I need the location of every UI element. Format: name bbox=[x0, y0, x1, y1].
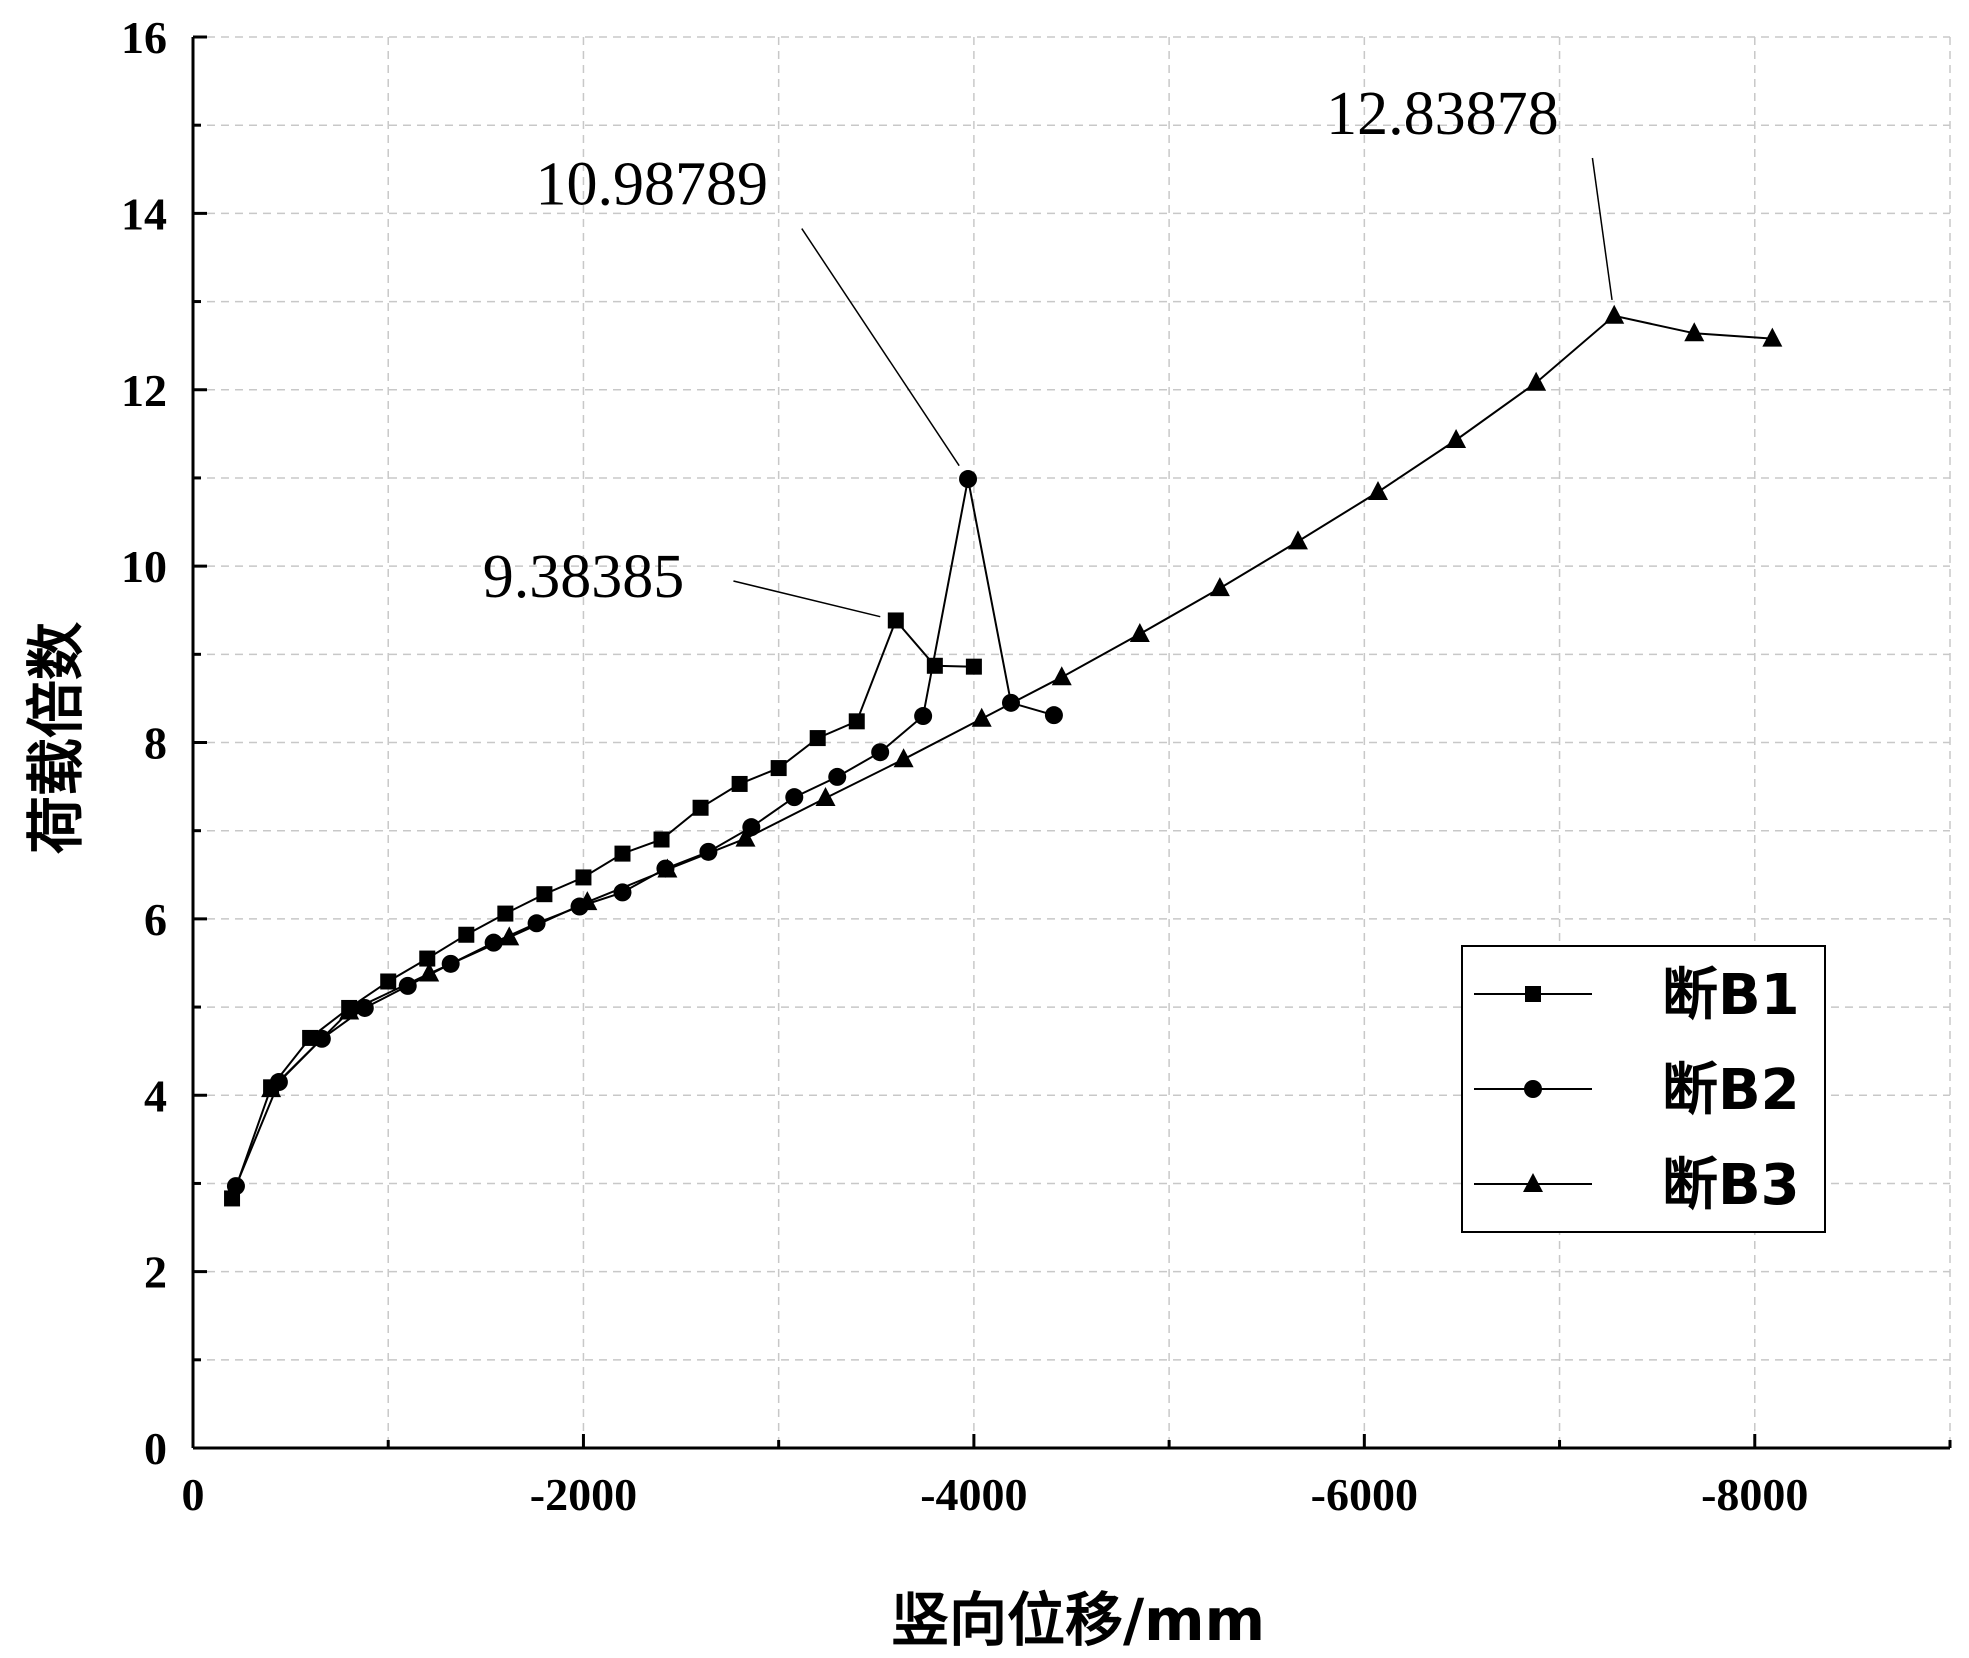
data-point bbox=[1526, 371, 1547, 391]
data-point bbox=[914, 707, 933, 726]
data-point bbox=[809, 730, 826, 747]
legend-label: 断B3 bbox=[1662, 1153, 1800, 1218]
grid bbox=[193, 36, 1951, 1448]
data-point bbox=[339, 1000, 360, 1020]
data-point bbox=[828, 767, 847, 786]
data-point bbox=[575, 869, 592, 886]
data-point bbox=[699, 842, 718, 861]
data-point bbox=[785, 788, 804, 807]
legend-item: 断B3 bbox=[1474, 1153, 1800, 1218]
y-tick-label: 16 bbox=[121, 12, 167, 63]
data-point bbox=[261, 1078, 282, 1098]
data-point bbox=[380, 973, 397, 990]
data-point bbox=[458, 926, 475, 943]
y-tick-label: 10 bbox=[121, 541, 167, 592]
data-point bbox=[959, 470, 978, 489]
data-point bbox=[657, 858, 678, 878]
series bbox=[224, 304, 1783, 1207]
data-point bbox=[614, 845, 631, 862]
x-tick-label: -2000 bbox=[530, 1469, 637, 1520]
x-tick-label: -4000 bbox=[920, 1469, 1027, 1520]
annotation-label: 12.83878 bbox=[1326, 80, 1559, 148]
data-point bbox=[887, 612, 904, 629]
legend-label: 断B1 bbox=[1662, 963, 1800, 1028]
y-tick-label: 14 bbox=[121, 188, 167, 239]
y-tick-label: 2 bbox=[144, 1247, 167, 1298]
series-3 bbox=[261, 304, 1783, 1098]
data-point bbox=[848, 713, 865, 730]
legend-marker bbox=[1525, 986, 1541, 1002]
axes: 0 2 4 6 8 10 12 14 16 0 -2000 -4000 -6000 -8000 bbox=[121, 12, 1952, 1520]
data-point bbox=[1604, 304, 1625, 324]
data-point bbox=[577, 891, 598, 911]
data-point bbox=[692, 799, 709, 816]
data-point bbox=[770, 760, 787, 777]
annotation-label: 9.38385 bbox=[483, 543, 685, 611]
data-point bbox=[497, 905, 514, 922]
y-axis-title: 荷载倍数 bbox=[22, 622, 90, 854]
x-axis-title: 竖向位移/mm bbox=[891, 1586, 1265, 1654]
data-point bbox=[1209, 577, 1230, 597]
y-tick-label: 12 bbox=[121, 365, 167, 416]
legend-label: 断B2 bbox=[1662, 1058, 1800, 1123]
y-tick-label: 0 bbox=[144, 1423, 167, 1474]
series-line bbox=[270, 314, 1773, 1090]
data-point bbox=[1287, 530, 1308, 550]
data-point bbox=[815, 787, 836, 807]
y-tick-label: 4 bbox=[144, 1070, 167, 1121]
data-point bbox=[871, 743, 890, 762]
data-point bbox=[613, 883, 632, 902]
legend-marker bbox=[1523, 1173, 1543, 1192]
x-tick-label: -6000 bbox=[1311, 1469, 1418, 1520]
series-line bbox=[231, 618, 974, 1199]
data-point bbox=[1129, 623, 1150, 643]
annotation-leader-line bbox=[801, 228, 960, 467]
annotation-leader-line bbox=[733, 580, 881, 618]
data-point bbox=[893, 748, 914, 768]
data-point bbox=[1446, 429, 1467, 449]
data-point bbox=[971, 707, 992, 727]
data-point bbox=[731, 775, 748, 792]
data-point bbox=[419, 962, 440, 982]
data-point bbox=[1044, 706, 1063, 725]
data-point bbox=[1684, 322, 1705, 342]
data-point bbox=[226, 1177, 245, 1196]
series-1 bbox=[224, 612, 982, 1207]
data-point bbox=[735, 827, 756, 847]
x-tick-label: -8000 bbox=[1701, 1469, 1808, 1520]
x-tick-label: 0 bbox=[182, 1469, 205, 1520]
data-point bbox=[1367, 481, 1388, 501]
annotations: 9.38385 10.98789 12.83878 bbox=[483, 80, 1613, 618]
data-point bbox=[926, 657, 943, 674]
legend-marker bbox=[1524, 1080, 1542, 1098]
legend: 断B1 断B2 断B3 bbox=[1461, 945, 1826, 1233]
data-point bbox=[1051, 666, 1072, 686]
y-tick-label: 6 bbox=[144, 894, 167, 945]
data-point bbox=[653, 831, 670, 848]
data-point bbox=[499, 926, 520, 946]
legend-item: 断B1 bbox=[1474, 963, 1800, 1028]
data-point bbox=[536, 886, 553, 903]
annotation-leader-line bbox=[1591, 157, 1613, 301]
data-point bbox=[355, 998, 374, 1017]
data-point bbox=[419, 950, 436, 967]
data-point bbox=[1762, 327, 1783, 347]
annotation-label: 10.98789 bbox=[536, 151, 769, 219]
data-point bbox=[965, 658, 982, 675]
y-tick-label: 8 bbox=[144, 718, 167, 769]
legend-item: 断B2 bbox=[1474, 1058, 1800, 1123]
